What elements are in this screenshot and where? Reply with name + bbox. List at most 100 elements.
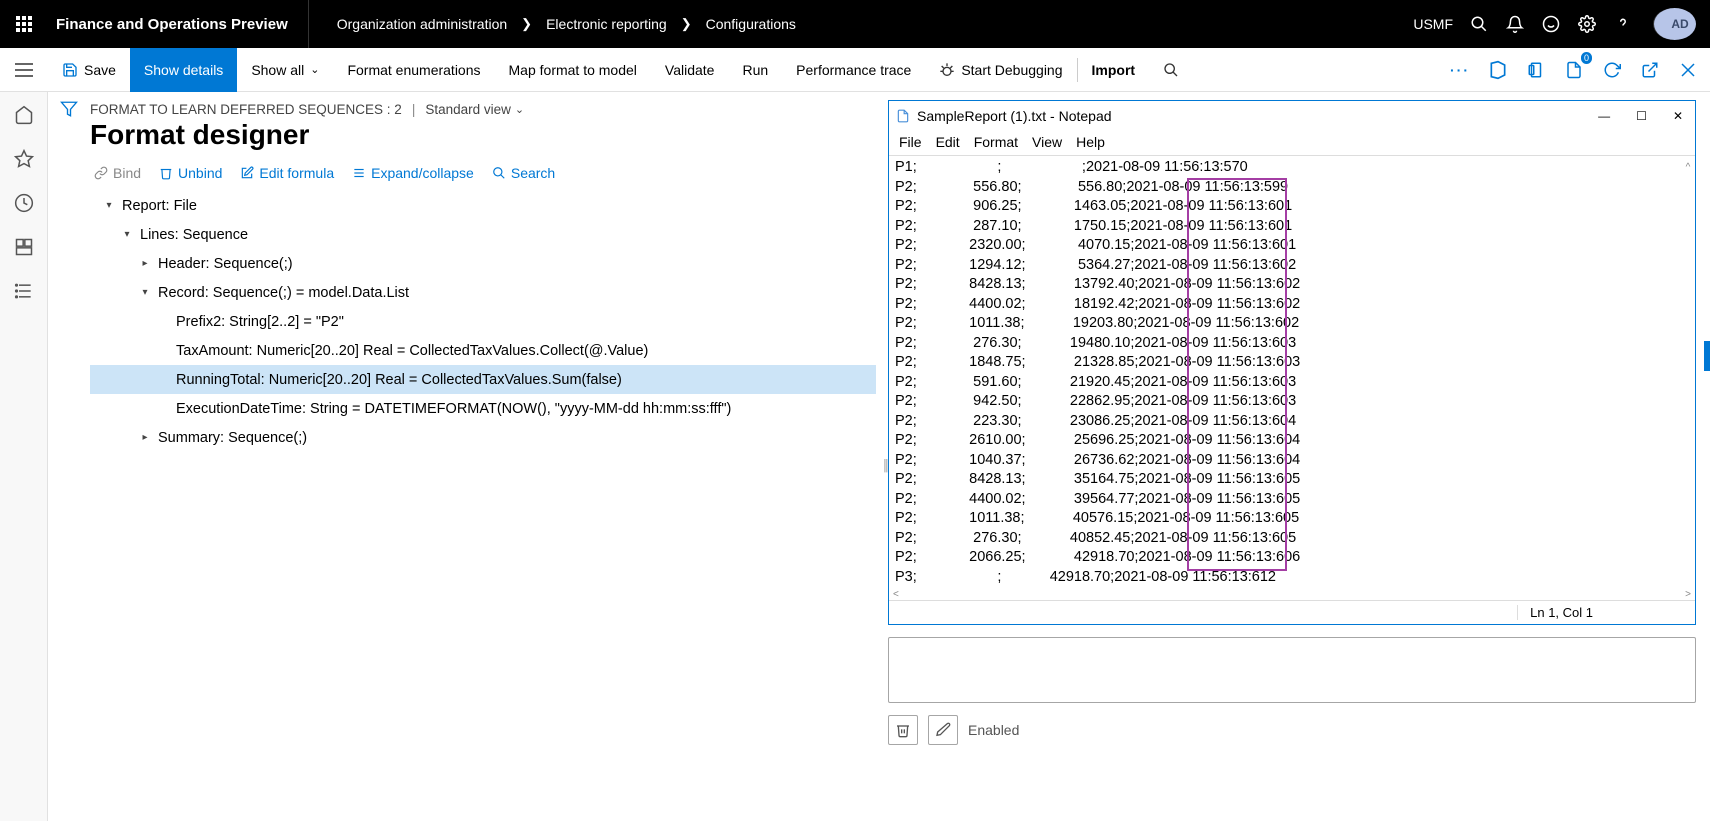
notepad-line: P3; ; 42918.70;2021-08-09 11:56:13:612 xyxy=(895,568,1693,588)
details-box[interactable] xyxy=(888,637,1696,703)
notepad-menu-file[interactable]: File xyxy=(899,134,922,150)
tree-row[interactable]: ·RunningTotal: Numeric[20..20] Real = Co… xyxy=(90,365,876,394)
perf-trace-button[interactable]: Performance trace xyxy=(782,48,925,92)
doc-count-badge: 0 xyxy=(1581,52,1592,64)
filter-icon[interactable] xyxy=(60,100,78,821)
expand-right-icon[interactable]: ▸ xyxy=(138,432,152,443)
notepad-line: P2; 8428.13; 13792.40;2021-08-09 11:56:1… xyxy=(895,275,1693,295)
tree-row[interactable]: ▸ Summary: Sequence(;) xyxy=(90,423,876,452)
notepad-statusbar: Ln 1, Col 1 xyxy=(889,600,1695,624)
more-icon[interactable]: ··· xyxy=(1446,56,1474,84)
docs-icon[interactable]: 0 xyxy=(1560,56,1588,84)
expand-link[interactable]: Expand/collapse xyxy=(352,165,474,181)
crumb-configs[interactable]: Configurations xyxy=(706,16,796,32)
enabled-row: Enabled xyxy=(888,715,1696,745)
hamburger-icon[interactable] xyxy=(0,63,48,77)
expand-down-icon[interactable]: ▾ xyxy=(138,287,152,298)
tree-row[interactable]: ▾Record: Sequence(;) = model.Data.List xyxy=(90,278,876,307)
search-link[interactable]: Search xyxy=(492,165,555,181)
tree-label: Summary: Sequence(;) xyxy=(158,430,307,446)
notepad-line: P2; 556.80; 556.80;2021-08-09 11:56:13:5… xyxy=(895,178,1693,198)
notepad-menu-edit[interactable]: Edit xyxy=(936,134,960,150)
map-format-button[interactable]: Map format to model xyxy=(495,48,651,92)
legal-entity[interactable]: USMF xyxy=(1413,16,1453,32)
start-debug-label: Start Debugging xyxy=(961,62,1062,78)
maximize-icon[interactable]: ☐ xyxy=(1636,109,1647,123)
format-enum-button[interactable]: Format enumerations xyxy=(333,48,494,92)
tree-row[interactable]: ·ExecutionDateTime: String = DATETIMEFOR… xyxy=(90,394,876,423)
expand-down-icon[interactable]: ▾ xyxy=(102,200,116,211)
page-title: Format designer xyxy=(90,119,876,151)
tree-label: TaxAmount: Numeric[20..20] Real = Collec… xyxy=(176,343,648,359)
search-icon[interactable] xyxy=(1469,14,1489,34)
notepad-icon xyxy=(895,108,911,124)
import-label: Import xyxy=(1092,62,1136,78)
delete-button[interactable] xyxy=(888,715,918,745)
expand-down-icon[interactable]: ▾ xyxy=(120,229,134,240)
start-debug-button[interactable]: Start Debugging xyxy=(925,48,1076,92)
cmdbar-search-button[interactable] xyxy=(1149,48,1193,92)
bell-icon[interactable] xyxy=(1505,14,1525,34)
designer-panel: FORMAT TO LEARN DEFERRED SEQUENCES : 2 |… xyxy=(90,92,884,821)
refresh-icon[interactable] xyxy=(1598,56,1626,84)
notepad-body[interactable]: ^ P1; ; ;2021-08-09 11:56:13:570P2; 556.… xyxy=(889,156,1695,589)
modules-icon[interactable] xyxy=(13,280,35,302)
bind-link[interactable]: Bind xyxy=(94,165,141,181)
show-details-button[interactable]: Show details xyxy=(130,48,237,92)
notepad-menu-format[interactable]: Format xyxy=(974,134,1018,150)
chevron-right-icon: ❯ xyxy=(521,16,532,32)
tree-row[interactable]: ▾Report: File xyxy=(90,191,876,220)
notepad-line: P2; 906.25; 1463.05;2021-08-09 11:56:13:… xyxy=(895,197,1693,217)
star-icon[interactable] xyxy=(13,148,35,170)
gear-icon[interactable] xyxy=(1577,14,1597,34)
smile-icon[interactable] xyxy=(1541,14,1561,34)
notepad-line: P2; 942.50; 22862.95;2021-08-09 11:56:13… xyxy=(895,392,1693,412)
help-icon[interactable] xyxy=(1613,14,1633,34)
user-avatar[interactable]: AD xyxy=(1653,8,1696,40)
unbind-link[interactable]: Unbind xyxy=(159,165,222,181)
recent-icon[interactable] xyxy=(13,192,35,214)
format-tree: ▾Report: File▾Lines: Sequence▸Header: Se… xyxy=(90,191,876,452)
notepad-line: P2; 8428.13; 35164.75;2021-08-09 11:56:1… xyxy=(895,470,1693,490)
edit-formula-link[interactable]: Edit formula xyxy=(240,165,334,181)
product-name: Finance and Operations Preview xyxy=(48,0,309,48)
validate-button[interactable]: Validate xyxy=(651,48,729,92)
home-icon[interactable] xyxy=(13,104,35,126)
h-scroll: <> xyxy=(889,589,1695,600)
minimize-icon[interactable]: — xyxy=(1598,109,1610,123)
notepad-menu-help[interactable]: Help xyxy=(1076,134,1105,150)
view-selector[interactable]: Standard view ⌄ xyxy=(425,102,524,117)
close-icon[interactable]: ✕ xyxy=(1673,109,1683,123)
import-button[interactable]: Import xyxy=(1078,48,1150,92)
tree-row[interactable]: ▾Lines: Sequence xyxy=(90,220,876,249)
notepad-line: P2; 2066.25; 42918.70;2021-08-09 11:56:1… xyxy=(895,548,1693,568)
notepad-title-text: SampleReport (1).txt - Notepad xyxy=(917,108,1112,124)
close-icon[interactable] xyxy=(1674,56,1702,84)
show-all-button[interactable]: Show all ⌄ xyxy=(237,48,333,92)
run-button[interactable]: Run xyxy=(728,48,782,92)
crumb-org-admin[interactable]: Organization administration xyxy=(337,16,507,32)
show-details-label: Show details xyxy=(144,62,223,78)
popout-icon[interactable] xyxy=(1636,56,1664,84)
notepad-line: P2; 276.30; 40852.45;2021-08-09 11:56:13… xyxy=(895,529,1693,549)
workspace-icon[interactable] xyxy=(13,236,35,258)
splitter-handle[interactable]: ║ xyxy=(882,460,888,472)
attach-icon[interactable] xyxy=(1522,56,1550,84)
tree-row[interactable]: ·TaxAmount: Numeric[20..20] Real = Colle… xyxy=(90,336,876,365)
crumb-er[interactable]: Electronic reporting xyxy=(546,16,667,32)
tree-row[interactable]: ▸Header: Sequence(;) xyxy=(90,249,876,278)
edit-button[interactable] xyxy=(928,715,958,745)
app-launcher[interactable] xyxy=(0,0,48,48)
notepad-menu-view[interactable]: View xyxy=(1032,134,1062,150)
office-icon[interactable] xyxy=(1484,56,1512,84)
notepad-line: P2; 1040.37; 26736.62;2021-08-09 11:56:1… xyxy=(895,451,1693,471)
config-breadcrumb: FORMAT TO LEARN DEFERRED SEQUENCES : 2 xyxy=(90,102,402,117)
expand-right-icon[interactable]: ▸ xyxy=(138,258,152,269)
notepad-line: P2; 287.10; 1750.15;2021-08-09 11:56:13:… xyxy=(895,217,1693,237)
command-bar: Save Show details Show all ⌄ Format enum… xyxy=(0,48,1710,92)
tree-row[interactable]: ·Prefix2: String[2..2] = "P2" xyxy=(90,307,876,336)
notepad-line: P2; 1011.38; 19203.80;2021-08-09 11:56:1… xyxy=(895,314,1693,334)
save-button[interactable]: Save xyxy=(48,48,130,92)
waffle-icon xyxy=(16,16,32,32)
tree-label: ExecutionDateTime: String = DATETIMEFORM… xyxy=(176,401,731,417)
